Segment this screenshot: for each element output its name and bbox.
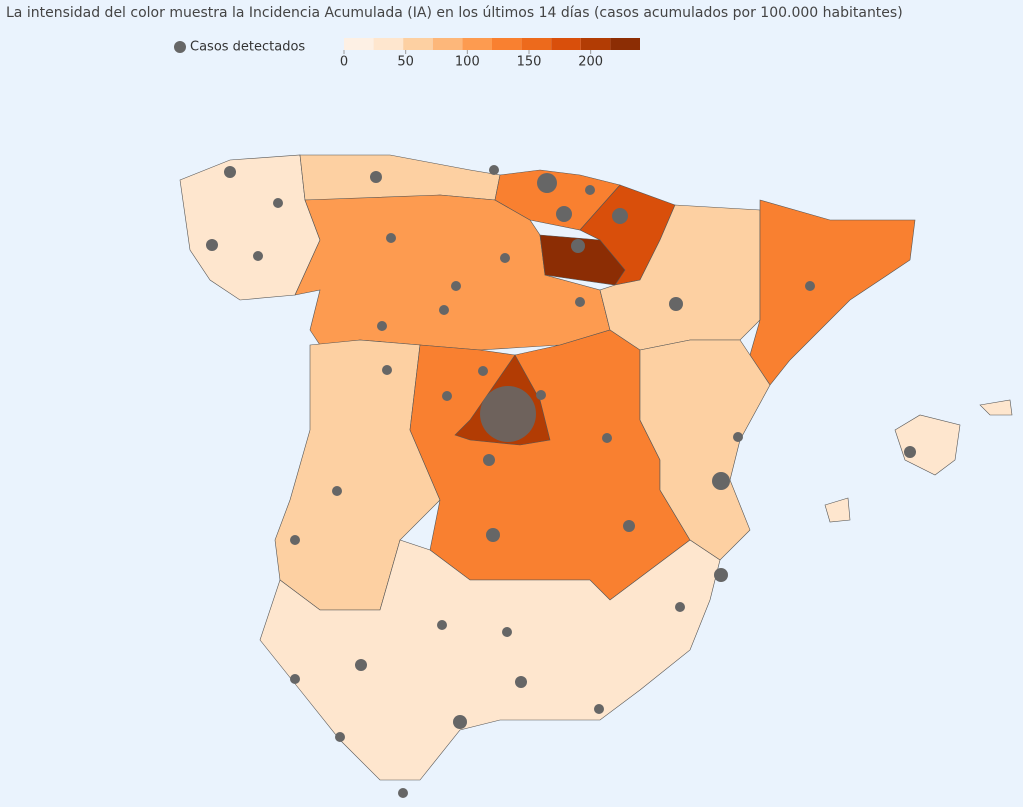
scale-bin (610, 38, 640, 50)
circle (355, 659, 367, 671)
circle (714, 568, 728, 582)
circle (805, 281, 815, 291)
scale-bin (492, 38, 522, 50)
circle (571, 239, 585, 253)
circle (439, 305, 449, 315)
legend-symbol (174, 41, 186, 53)
circle (486, 528, 500, 542)
circle (904, 446, 916, 458)
circle (453, 715, 467, 729)
circle (290, 674, 300, 684)
circle (206, 239, 218, 251)
circle (556, 206, 572, 222)
circle (273, 198, 283, 208)
circle (451, 281, 461, 291)
scale-bin (344, 38, 374, 50)
circle (733, 432, 743, 442)
island (894, 414, 961, 476)
circle (437, 620, 447, 630)
circle (377, 321, 387, 331)
scale-bin (580, 38, 611, 50)
circle (398, 788, 408, 798)
circle (224, 166, 236, 178)
circle (536, 390, 546, 400)
scale-tick-label: 50 (397, 55, 414, 70)
scale-bin (521, 38, 552, 50)
circle (382, 365, 392, 375)
circle (537, 173, 557, 193)
circle (290, 535, 300, 545)
circle (489, 165, 499, 175)
scale-bin (551, 38, 581, 50)
circle (500, 253, 510, 263)
region (749, 199, 916, 386)
scale-bin (462, 38, 492, 50)
region (299, 154, 501, 201)
circle (602, 433, 612, 443)
title: La intensidad del color muestra la Incid… (6, 5, 903, 21)
region (639, 339, 771, 561)
circle (515, 676, 527, 688)
circle (480, 386, 536, 442)
circle (253, 251, 263, 261)
circle (675, 602, 685, 612)
island (824, 497, 851, 523)
circle (502, 627, 512, 637)
scale-tick-label: 0 (340, 55, 348, 70)
provinces (179, 154, 1013, 781)
scale-bin (432, 38, 463, 50)
circle (712, 472, 730, 490)
island (979, 399, 1013, 416)
scale-bin (373, 38, 404, 50)
scale-bin (403, 38, 433, 50)
region (539, 234, 626, 286)
case-circles (206, 165, 916, 798)
circle (575, 297, 585, 307)
circle (370, 171, 382, 183)
circle (594, 704, 604, 714)
scale-tick-label: 200 (578, 55, 603, 70)
circle (335, 732, 345, 742)
circle (332, 486, 342, 496)
region (259, 539, 721, 781)
circle (612, 208, 628, 224)
color-scale: 0 50 100 150 200 (340, 38, 640, 70)
circle (623, 520, 635, 532)
circle (442, 391, 452, 401)
scale-tick-label: 150 (517, 55, 542, 70)
region (179, 154, 321, 301)
circle (386, 233, 396, 243)
legend-label: Casos detectados (190, 40, 305, 55)
circle (478, 366, 488, 376)
circle (585, 185, 595, 195)
circle (483, 454, 495, 466)
circle (669, 297, 683, 311)
scale-tick-label: 100 (455, 55, 480, 70)
